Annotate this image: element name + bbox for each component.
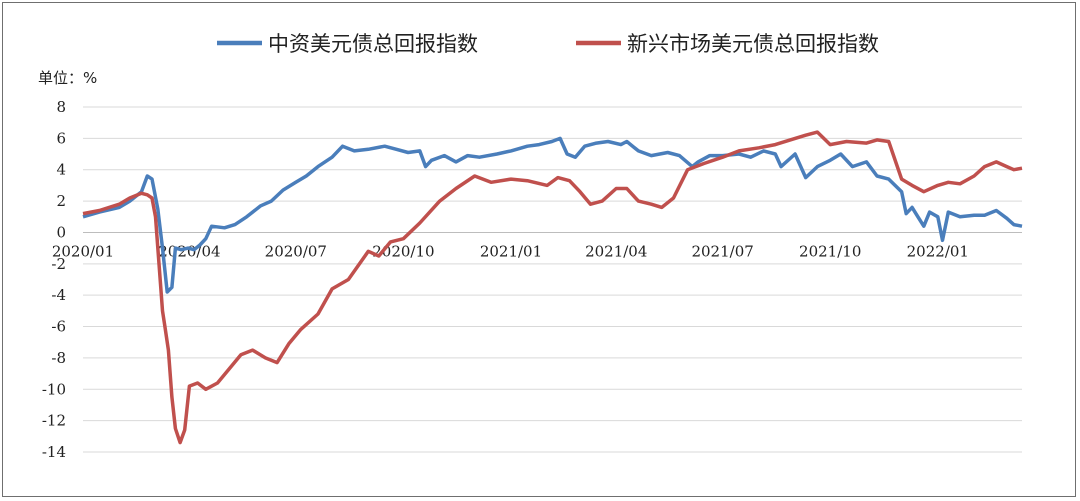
series-lines (82, 130, 1023, 445)
y-tick-label: -14 (42, 443, 66, 461)
x-tick-label: 2021/07 (691, 242, 753, 260)
y-tick-label: 0 (56, 223, 66, 241)
legend: 中资美元债总回报指数 新兴市场美元债总回报指数 (217, 32, 879, 56)
series-line-2 (82, 130, 1023, 445)
unit-label: 单位：% (38, 69, 97, 87)
series-line-1 (82, 136, 1023, 294)
y-tick-label: -4 (51, 286, 66, 304)
y-tick-label: -8 (51, 349, 66, 367)
x-tick-label: 2021/10 (799, 242, 861, 260)
x-tick-label: 2021/01 (480, 242, 542, 260)
y-axis-ticks: 8 6 4 2 0 -2 -4 -6 -8 -10 -12 -14 (42, 98, 66, 461)
x-tick-label: 2021/04 (585, 242, 647, 260)
legend-label-series-1: 中资美元债总回报指数 (268, 32, 478, 56)
gridlines (83, 106, 1022, 453)
x-tick-label: 2020/04 (158, 242, 220, 260)
y-tick-label: 4 (56, 161, 66, 179)
y-tick-label: -6 (51, 318, 66, 336)
x-tick-label: 2022/01 (907, 242, 969, 260)
y-tick-label: -10 (42, 380, 66, 398)
y-tick-label: -2 (51, 255, 66, 273)
legend-label-series-2: 新兴市场美元债总回报指数 (627, 32, 879, 56)
x-axis-ticks: 2020/01 2020/04 2020/07 2020/10 2021/01 2021/… (52, 242, 969, 260)
y-tick-label: -12 (42, 412, 66, 430)
y-tick-label: 8 (56, 98, 66, 116)
x-tick-label: 2020/07 (265, 242, 327, 260)
y-tick-label: 2 (56, 192, 66, 210)
y-tick-label: 6 (56, 129, 66, 147)
x-tick-label: 2020/01 (52, 242, 114, 260)
